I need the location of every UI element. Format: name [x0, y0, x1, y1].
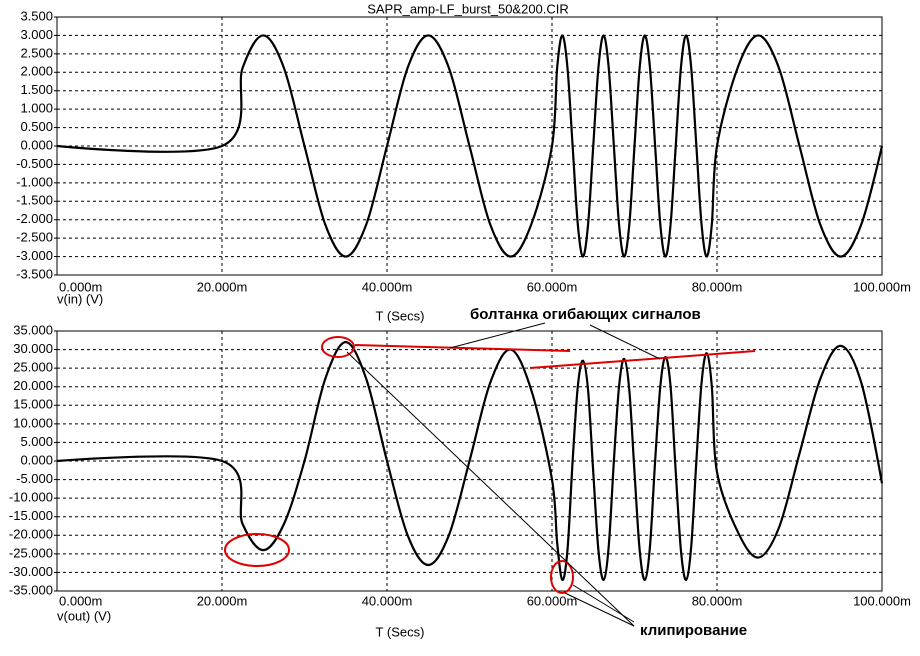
x-tick-label: 80.000m — [692, 593, 743, 608]
y-tick-label: 2.500 — [20, 45, 53, 60]
pointer — [346, 351, 635, 627]
data-line — [56, 341, 884, 581]
y-tick-label: -35.000 — [9, 582, 53, 597]
envelope-line — [354, 344, 571, 352]
y-tick-label: 2.000 — [20, 64, 53, 79]
pointer — [564, 592, 635, 627]
y-tick-label: 25.000 — [13, 360, 53, 375]
y-tick-label: -20.000 — [9, 527, 53, 542]
y-tick-label: 5.000 — [20, 434, 53, 449]
annotation: болтанка огибающих сигналов — [470, 306, 701, 323]
y-tick-label: -2.500 — [16, 230, 53, 245]
highlight — [550, 560, 574, 594]
data-line — [56, 34, 884, 258]
y-tick-label: -1.500 — [16, 193, 53, 208]
y-tick-label: -15.000 — [9, 508, 53, 523]
y-tick-label: 3.500 — [20, 8, 53, 23]
x-tick-label: 0.000m — [59, 593, 102, 608]
x-axis-label: T (Secs) — [376, 308, 425, 323]
y-tick-label: -3.500 — [16, 266, 53, 281]
x-tick-label: 20.000m — [197, 593, 248, 608]
x-axis-label: T (Secs) — [376, 624, 425, 639]
y-axis-label: v(in) (V) — [57, 291, 103, 306]
pointer — [449, 322, 546, 349]
x-tick-label: 0.000m — [59, 279, 102, 294]
highlight — [321, 336, 355, 358]
pointer — [589, 324, 661, 360]
y-tick-label: -30.000 — [9, 564, 53, 579]
y-tick-label: 15.000 — [13, 397, 53, 412]
y-tick-label: 20.000 — [13, 378, 53, 393]
x-tick-label: 20.000m — [197, 279, 248, 294]
x-tick-label: 40.000m — [362, 279, 413, 294]
highlight — [224, 533, 290, 567]
annotation-shapes — [224, 322, 756, 627]
y-tick-label: 10.000 — [13, 415, 53, 430]
envelope-line — [529, 350, 756, 369]
y-tick-label: -3.000 — [16, 248, 53, 263]
y-tick-label: 30.000 — [13, 341, 53, 356]
y-tick-label: 0.500 — [20, 119, 53, 134]
y-tick-label: 3.000 — [20, 27, 53, 42]
annotation: клипирование — [640, 622, 747, 639]
y-tick-label: 35.000 — [13, 322, 53, 337]
y-tick-label: -0.500 — [16, 156, 53, 171]
x-tick-label: 40.000m — [362, 593, 413, 608]
y-tick-label: -25.000 — [9, 545, 53, 560]
y-tick-label: 1.500 — [20, 82, 53, 97]
y-axis-label: v(out) (V) — [57, 608, 111, 623]
x-tick-label: 60.000m — [527, 593, 578, 608]
y-tick-label: 0.000 — [20, 452, 53, 467]
x-tick-label: 100.000m — [853, 593, 911, 608]
y-tick-label: -2.000 — [16, 211, 53, 226]
y-tick-label: 1.000 — [20, 101, 53, 116]
y-tick-label: 0.000 — [20, 137, 53, 152]
pointer — [572, 584, 635, 623]
y-tick-label: -1.000 — [16, 174, 53, 189]
y-tick-label: -5.000 — [16, 471, 53, 486]
chart-title: SAPR_amp-LF_burst_50&200.CIR — [367, 1, 569, 16]
x-tick-label: 60.000m — [527, 279, 578, 294]
y-tick-label: -10.000 — [9, 490, 53, 505]
x-tick-label: 80.000m — [692, 279, 743, 294]
x-tick-label: 100.000m — [853, 279, 911, 294]
